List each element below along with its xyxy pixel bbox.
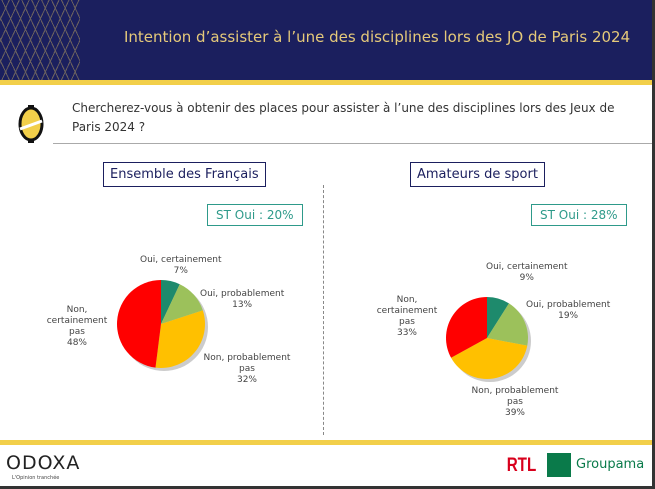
frame-border-bottom (0, 486, 655, 489)
rtl-logo: RTL (506, 455, 537, 476)
label-oui-certainement: Oui, certainement 7% (140, 255, 222, 276)
odoxa-logo: ODOXA (6, 452, 81, 474)
label-non-certainement: Non, certainement pas 33% (376, 295, 438, 338)
decorative-pattern (0, 0, 80, 80)
pie-slice-oui-certainement (161, 280, 180, 324)
groupama-logo: Groupama (576, 457, 645, 472)
label-non-certainement: Non, certainement pas 48% (46, 305, 108, 348)
odoxa-tagline: L'Opinion tranchée (12, 475, 60, 481)
groupama-logo-icon (547, 453, 571, 477)
label-oui-certainement: Oui, certainement 9% (486, 262, 568, 283)
pie-slice-non-certainement-pas (117, 280, 161, 368)
st-oui-badge-ensemble: ST Oui : 20% (207, 204, 303, 226)
header-banner: Intention d’assister à l’une des discipl… (0, 0, 655, 80)
page-title: Intention d’assister à l’une des discipl… (124, 28, 631, 46)
footer-divider (0, 440, 655, 445)
chart-title-ensemble: Ensemble des Français (103, 162, 266, 187)
frame-border-right (652, 0, 655, 489)
label-oui-probablement: Oui, probablement 13% (200, 289, 285, 310)
pie-slice-non-probablement-pas (451, 338, 528, 380)
st-oui-badge-amateurs: ST Oui : 28% (531, 204, 627, 226)
header-divider (0, 80, 655, 85)
label-oui-probablement: Oui, probablement 19% (526, 300, 611, 321)
pie-slice-oui-certainement (487, 297, 509, 338)
label-non-probablement: Non, probablement pas 32% (203, 353, 291, 385)
pie-slice-oui-probablement (487, 303, 528, 346)
chart-title-amateurs: Amateurs de sport (410, 162, 545, 187)
label-non-probablement: Non, probablement pas 39% (471, 386, 559, 418)
pie-slice-non-certainement-pas (446, 297, 487, 358)
question-underline (53, 143, 655, 144)
pie-slice-oui-probablement (161, 284, 203, 324)
section-divider (323, 185, 324, 435)
pie-slice-non-probablement-pas (155, 310, 205, 368)
survey-question: Chercherez-vous à obtenir des places pou… (72, 101, 615, 134)
odoxa-emblem-icon (18, 105, 44, 143)
